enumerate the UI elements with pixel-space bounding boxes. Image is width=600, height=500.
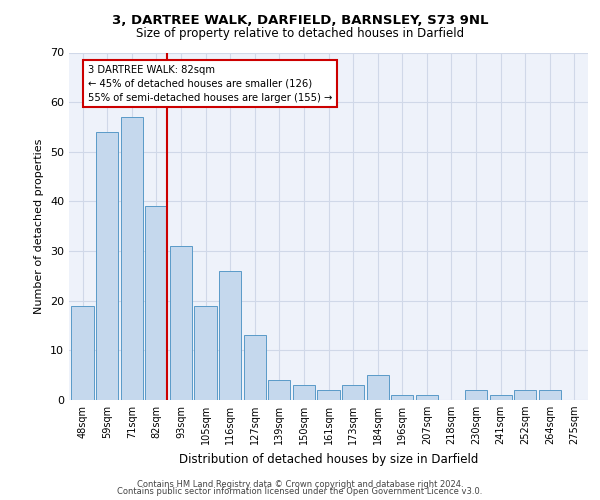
Y-axis label: Number of detached properties: Number of detached properties [34, 138, 44, 314]
Bar [465, 390, 487, 400]
Text: Size of property relative to detached houses in Darfield: Size of property relative to detached ho… [136, 28, 464, 40]
Bar [268, 380, 290, 400]
Bar [71, 306, 94, 400]
Bar [121, 117, 143, 400]
Bar [145, 206, 167, 400]
Bar [490, 395, 512, 400]
Text: Contains HM Land Registry data © Crown copyright and database right 2024.: Contains HM Land Registry data © Crown c… [137, 480, 463, 489]
Bar [416, 395, 438, 400]
Bar [194, 306, 217, 400]
Text: Contains public sector information licensed under the Open Government Licence v3: Contains public sector information licen… [118, 488, 482, 496]
Text: 3 DARTREE WALK: 82sqm
← 45% of detached houses are smaller (126)
55% of semi-det: 3 DARTREE WALK: 82sqm ← 45% of detached … [88, 65, 332, 103]
Bar [367, 375, 389, 400]
Bar [219, 271, 241, 400]
Bar [342, 385, 364, 400]
Bar [170, 246, 192, 400]
Bar [391, 395, 413, 400]
Bar [317, 390, 340, 400]
X-axis label: Distribution of detached houses by size in Darfield: Distribution of detached houses by size … [179, 452, 478, 466]
Bar [514, 390, 536, 400]
Bar [539, 390, 561, 400]
Text: 3, DARTREE WALK, DARFIELD, BARNSLEY, S73 9NL: 3, DARTREE WALK, DARFIELD, BARNSLEY, S73… [112, 14, 488, 27]
Bar [293, 385, 315, 400]
Bar [244, 336, 266, 400]
Bar [96, 132, 118, 400]
